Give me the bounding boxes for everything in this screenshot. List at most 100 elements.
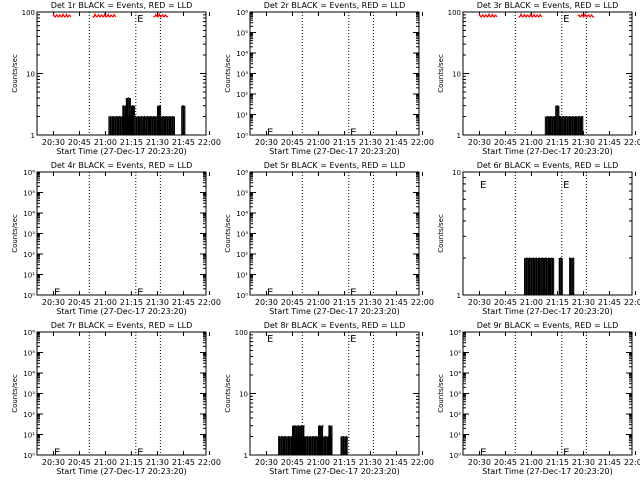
event-marker: E [563, 447, 569, 458]
y-tick-label: 10¹ [449, 432, 461, 440]
y-tick-label: 10⁰ [449, 452, 461, 460]
y-tick-label: 10¹ [23, 272, 35, 280]
event-marker: E [137, 287, 143, 298]
x-tick-label: 21:30 [146, 298, 169, 307]
y-tick-label: 10⁵ [23, 190, 35, 198]
y-tick-label: 10⁰ [236, 292, 248, 300]
events-series [544, 105, 584, 135]
event-marker: E [267, 127, 273, 138]
plot-frame [462, 331, 633, 456]
lld-series [92, 12, 117, 19]
x-tick-label: 21:15 [333, 138, 356, 147]
event-marker: E [54, 287, 60, 298]
event-marker: E [350, 287, 356, 298]
x-tick-label: 20:30 [255, 458, 278, 467]
x-axis-label: Start Time (27-Dec-17 20:23:20) [269, 307, 400, 316]
y-tick-label: 10⁴ [236, 210, 248, 218]
x-tick-label: 21:00 [94, 298, 117, 307]
x-tick-label: 21:45 [172, 298, 195, 307]
x-tick-label: 21:15 [546, 298, 569, 307]
x-tick-label: 21:30 [359, 138, 382, 147]
y-tick-label: 10⁶ [236, 169, 248, 177]
x-tick-label: 21:00 [520, 298, 543, 307]
x-tick-label: 22:00 [624, 298, 640, 307]
y-tick-label: 1 [457, 132, 461, 140]
x-tick-label: 21:30 [146, 458, 169, 467]
y-tick-label: 10⁵ [449, 350, 461, 358]
x-tick-label: 20:30 [468, 138, 491, 147]
plot-frame [36, 331, 207, 456]
lld-series [518, 12, 543, 19]
x-tick-label: 21:45 [598, 138, 621, 147]
x-tick-label: 21:00 [94, 458, 117, 467]
y-tick-label: 10¹ [23, 432, 35, 440]
y-tick-label: 10⁰ [23, 292, 35, 300]
x-axis-label: Start Time (27-Dec-17 20:23:20) [269, 147, 400, 156]
event-marker: E [54, 447, 60, 458]
chart-title: Det 6r BLACK = Events, RED = LLD [477, 161, 619, 170]
events-series [108, 97, 186, 135]
x-tick-label: 21:00 [307, 458, 330, 467]
x-tick-label: 20:45 [281, 298, 304, 307]
chart-panel-9: Det 9r BLACK = Events, RED = LLD Start Ti… [437, 321, 640, 476]
chart-panel-1: Det 1r BLACK = Events, RED = LLD Start Ti… [11, 1, 221, 156]
x-tick-label: 21:45 [385, 458, 408, 467]
y-tick-label: 10³ [23, 391, 35, 399]
x-tick-label: 20:45 [494, 298, 517, 307]
y-tick-label: 10⁶ [23, 169, 35, 177]
lld-series [52, 12, 72, 18]
y-tick-label: 10³ [449, 391, 461, 399]
y-tick-label: 10⁵ [236, 190, 248, 198]
y-tick-label: 1 [31, 132, 35, 140]
x-axis-label: Start Time (27-Dec-17 20:23:20) [482, 147, 613, 156]
x-tick-label: 22:00 [198, 298, 221, 307]
x-axis-label: Start Time (27-Dec-17 20:23:20) [269, 467, 400, 476]
x-tick-label: 21:00 [307, 298, 330, 307]
y-axis-label: Counts/sec [11, 54, 19, 93]
y-tick-label: 10⁶ [236, 9, 248, 17]
x-tick-label: 22:00 [624, 458, 640, 467]
x-tick-label: 21:00 [520, 458, 543, 467]
event-marker: E [563, 180, 569, 191]
chart-title: Det 7r BLACK = Events, RED = LLD [51, 321, 193, 330]
y-tick-label: 10¹ [236, 112, 248, 120]
lld-series [478, 12, 498, 18]
chart-panel-6: Det 6r BLACK = Events, RED = LLD Start Ti… [437, 161, 640, 316]
y-tick-label: 10 [26, 71, 35, 79]
chart-title: Det 1r BLACK = Events, RED = LLD [51, 1, 193, 10]
x-tick-label: 20:30 [468, 458, 491, 467]
y-tick-label: 10³ [236, 71, 248, 79]
x-tick-label: 21:45 [598, 298, 621, 307]
x-tick-label: 20:30 [468, 298, 491, 307]
x-tick-label: 21:15 [546, 138, 569, 147]
chart-panel-3: Det 3r BLACK = Events, RED = LLD Start Ti… [437, 1, 640, 156]
y-axis-label: Counts/sec [437, 54, 445, 93]
x-tick-label: 21:45 [598, 458, 621, 467]
event-marker: E [563, 14, 569, 25]
x-tick-label: 20:45 [494, 138, 517, 147]
x-tick-label: 21:15 [546, 458, 569, 467]
x-tick-label: 20:45 [281, 138, 304, 147]
x-tick-label: 21:30 [572, 458, 595, 467]
lld-series [577, 12, 595, 18]
chart-title: Det 4r BLACK = Events, RED = LLD [51, 161, 193, 170]
x-axis-label: Start Time (27-Dec-17 20:23:20) [482, 307, 613, 316]
events-series [278, 425, 348, 455]
x-tick-label: 20:45 [68, 298, 91, 307]
x-tick-label: 21:45 [385, 298, 408, 307]
y-axis-label: Counts/sec [224, 54, 232, 93]
y-tick-label: 10⁰ [23, 452, 35, 460]
y-tick-label: 10⁶ [449, 329, 461, 337]
x-axis-label: Start Time (27-Dec-17 20:23:20) [56, 467, 187, 476]
y-tick-label: 10 [239, 391, 248, 399]
x-tick-label: 20:30 [255, 138, 278, 147]
y-tick-label: 100 [22, 9, 35, 17]
chart-panel-7: Det 7r BLACK = Events, RED = LLD Start Ti… [11, 321, 221, 476]
y-axis-label: Counts/sec [437, 214, 445, 253]
x-tick-label: 20:30 [42, 458, 65, 467]
x-tick-label: 21:30 [359, 298, 382, 307]
y-tick-label: 10⁴ [449, 370, 461, 378]
x-tick-label: 20:30 [255, 298, 278, 307]
y-tick-label: 10⁵ [236, 30, 248, 38]
chart-panel-5: Det 5r BLACK = Events, RED = LLD Start Ti… [224, 161, 434, 316]
